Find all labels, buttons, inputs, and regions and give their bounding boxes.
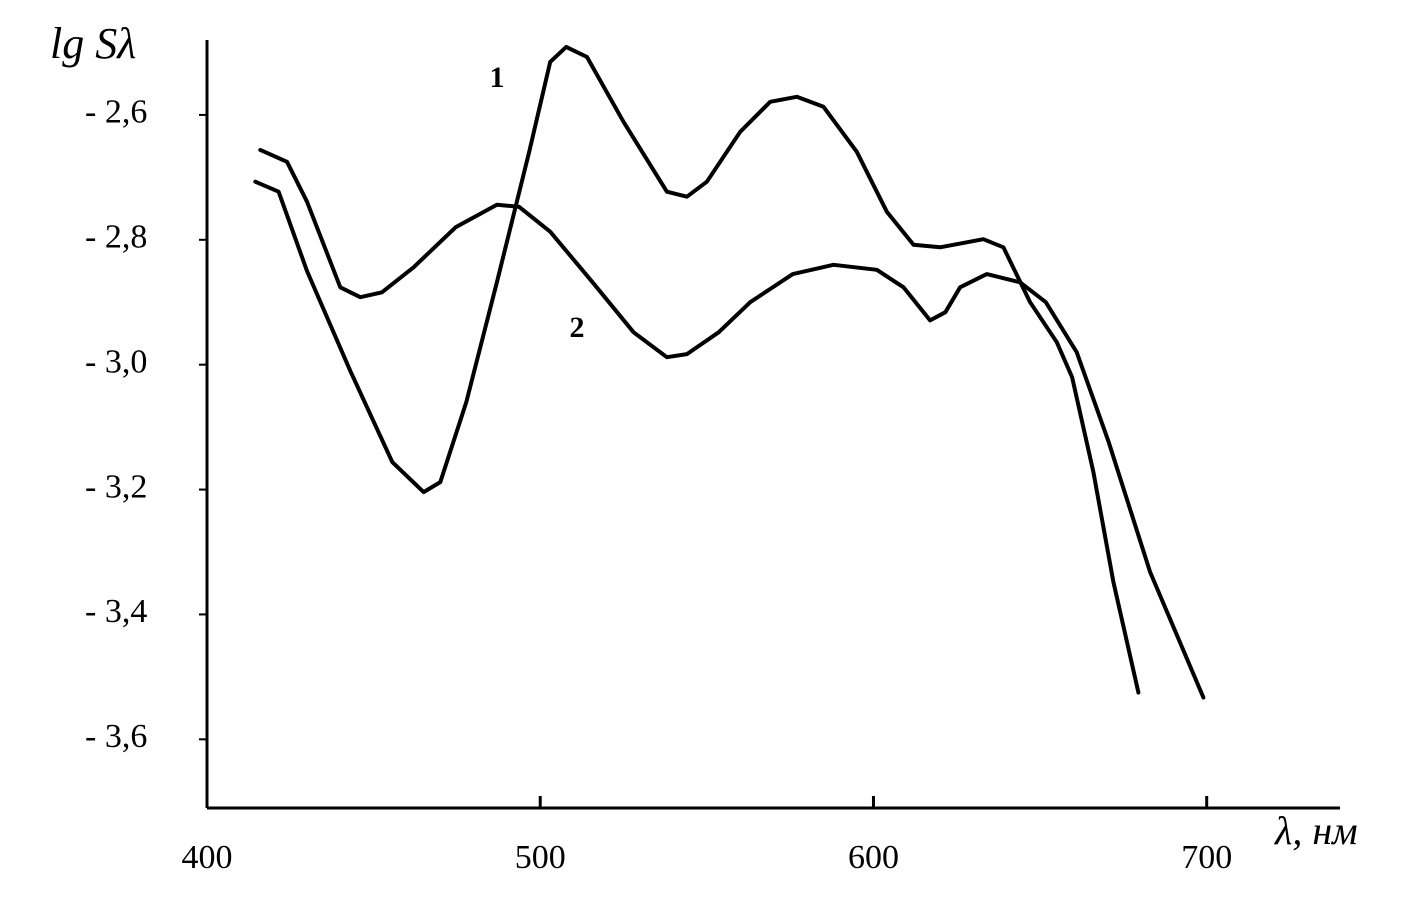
y-tick-label: - 3,2 — [85, 468, 147, 505]
x-tick-label: 700 — [1181, 839, 1232, 876]
y-tick-label: - 2,8 — [85, 219, 147, 256]
y-tick-label: - 3,6 — [85, 718, 147, 755]
line — [258, 147, 1206, 700]
y-tick-label: - 3,4 — [85, 593, 147, 630]
y-tick-label: - 2,6 — [85, 94, 147, 131]
x-axis-label: λ, нм — [1274, 808, 1358, 853]
series-label: 2 — [570, 311, 585, 344]
x-tick-label: 500 — [515, 839, 566, 876]
y-axis-label: lg Sλ — [50, 19, 136, 68]
x-tick-label: 600 — [848, 839, 899, 876]
line — [253, 44, 1141, 695]
series-label: 1 — [490, 61, 505, 94]
y-tick-label: - 3,0 — [85, 343, 147, 380]
x-tick-label: 400 — [182, 839, 233, 876]
